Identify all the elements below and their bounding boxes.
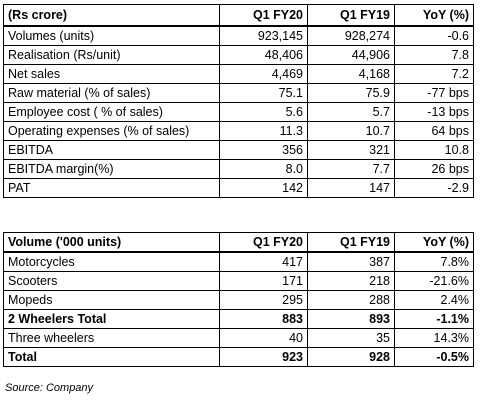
table-row: Scooters 171 218 -21.6% [3,271,474,291]
cell-value: -77 bps [394,83,474,103]
cell-value: 893 [307,309,395,329]
table-row: Raw material (% of sales) 75.1 75.9 -77 bps [3,83,474,103]
cell-value: 75.9 [307,83,395,103]
volume-table: Volume ('000 units) Q1 FY20 Q1 FY19 YoY … [3,232,474,367]
row-label: Realisation (Rs/unit) [3,45,220,65]
column-header: YoY (%) [394,232,474,253]
row-label: Three wheelers [3,328,220,348]
column-header: Q1 FY20 [219,4,308,27]
cell-value: 883 [219,309,308,329]
cell-value: 387 [307,251,395,272]
cell-value: 4,469 [219,64,308,84]
table-row: 2 Wheelers Total 883 893 -1.1% [3,309,474,329]
cell-value: 142 [219,178,308,198]
row-label: Operating expenses (% of sales) [3,121,220,141]
cell-value: 218 [307,271,395,291]
cell-value: 928,274 [307,25,395,46]
cell-value: 35 [307,328,395,348]
cell-value: 7.8% [394,251,474,272]
table-row: Operating expenses (% of sales) 11.3 10.7 6… [3,121,474,141]
cell-value: 4,168 [307,64,395,84]
cell-value: 417 [219,251,308,272]
table-row: Mopeds 295 288 2.4% [3,290,474,310]
cell-value: -21.6% [394,271,474,291]
cell-value: 10.8 [394,140,474,160]
row-label: EBITDA [3,140,220,160]
cell-value: -0.6 [394,25,474,46]
column-header: Q1 FY20 [219,232,308,253]
cell-value: 923,145 [219,25,308,46]
row-label: Total [3,347,220,367]
table-row: PAT 142 147 -2.9 [3,178,474,198]
cell-value: 7.2 [394,64,474,84]
column-header: YoY (%) [394,4,474,27]
cell-value: 5.7 [307,102,395,122]
cell-value: 288 [307,290,395,310]
cell-value: 928 [307,347,395,367]
cell-value: 44,906 [307,45,395,65]
cell-value: 7.8 [394,45,474,65]
row-label: PAT [3,178,220,198]
cell-value: 10.7 [307,121,395,141]
cell-value: 923 [219,347,308,367]
column-header: (Rs crore) [3,4,220,27]
financials-table: (Rs crore) Q1 FY20 Q1 FY19 YoY (%) Volum… [3,4,474,198]
row-label: Raw material (% of sales) [3,83,220,103]
table-row: Net sales 4,469 4,168 7.2 [3,64,474,84]
cell-value: -2.9 [394,178,474,198]
cell-value: 295 [219,290,308,310]
cell-value: 356 [219,140,308,160]
table-row: Employee cost ( % of sales) 5.6 5.7 -13 bps [3,102,474,122]
row-label: Motorcycles [3,251,220,272]
row-label: Net sales [3,64,220,84]
cell-value: 64 bps [394,121,474,141]
row-label: EBITDA margin(%) [3,159,220,179]
table-row: EBITDA margin(%) 8.0 7.7 26 bps [3,159,474,179]
cell-value: 2.4% [394,290,474,310]
cell-value: 48,406 [219,45,308,65]
cell-value: -0.5% [394,347,474,367]
cell-value: 75.1 [219,83,308,103]
source-note: Source: Company [5,382,94,394]
cell-value: 11.3 [219,121,308,141]
table-row: EBITDA 356 321 10.8 [3,140,474,160]
table-row: Realisation (Rs/unit) 48,406 44,906 7.8 [3,45,474,65]
row-label: Employee cost ( % of sales) [3,102,220,122]
cell-value: 321 [307,140,395,160]
table-header-row: Volume ('000 units) Q1 FY20 Q1 FY19 YoY … [3,232,474,253]
table-row: Volumes (units) 923,145 928,274 -0.6 [3,25,474,46]
row-label: Volumes (units) [3,25,220,46]
table-row: Motorcycles 417 387 7.8% [3,251,474,272]
cell-value: 7.7 [307,159,395,179]
column-header: Q1 FY19 [307,4,395,27]
table-row: Total 923 928 -0.5% [3,347,474,367]
cell-value: 14.3% [394,328,474,348]
column-header: Volume ('000 units) [3,232,220,253]
cell-value: 147 [307,178,395,198]
cell-value: 40 [219,328,308,348]
cell-value: -13 bps [394,102,474,122]
cell-value: -1.1% [394,309,474,329]
cell-value: 171 [219,271,308,291]
row-label: 2 Wheelers Total [3,309,220,329]
cell-value: 8.0 [219,159,308,179]
cell-value: 5.6 [219,102,308,122]
table-row: Three wheelers 40 35 14.3% [3,328,474,348]
row-label: Mopeds [3,290,220,310]
cell-value: 26 bps [394,159,474,179]
table-header-row: (Rs crore) Q1 FY20 Q1 FY19 YoY (%) [3,4,474,27]
row-label: Scooters [3,271,220,291]
column-header: Q1 FY19 [307,232,395,253]
